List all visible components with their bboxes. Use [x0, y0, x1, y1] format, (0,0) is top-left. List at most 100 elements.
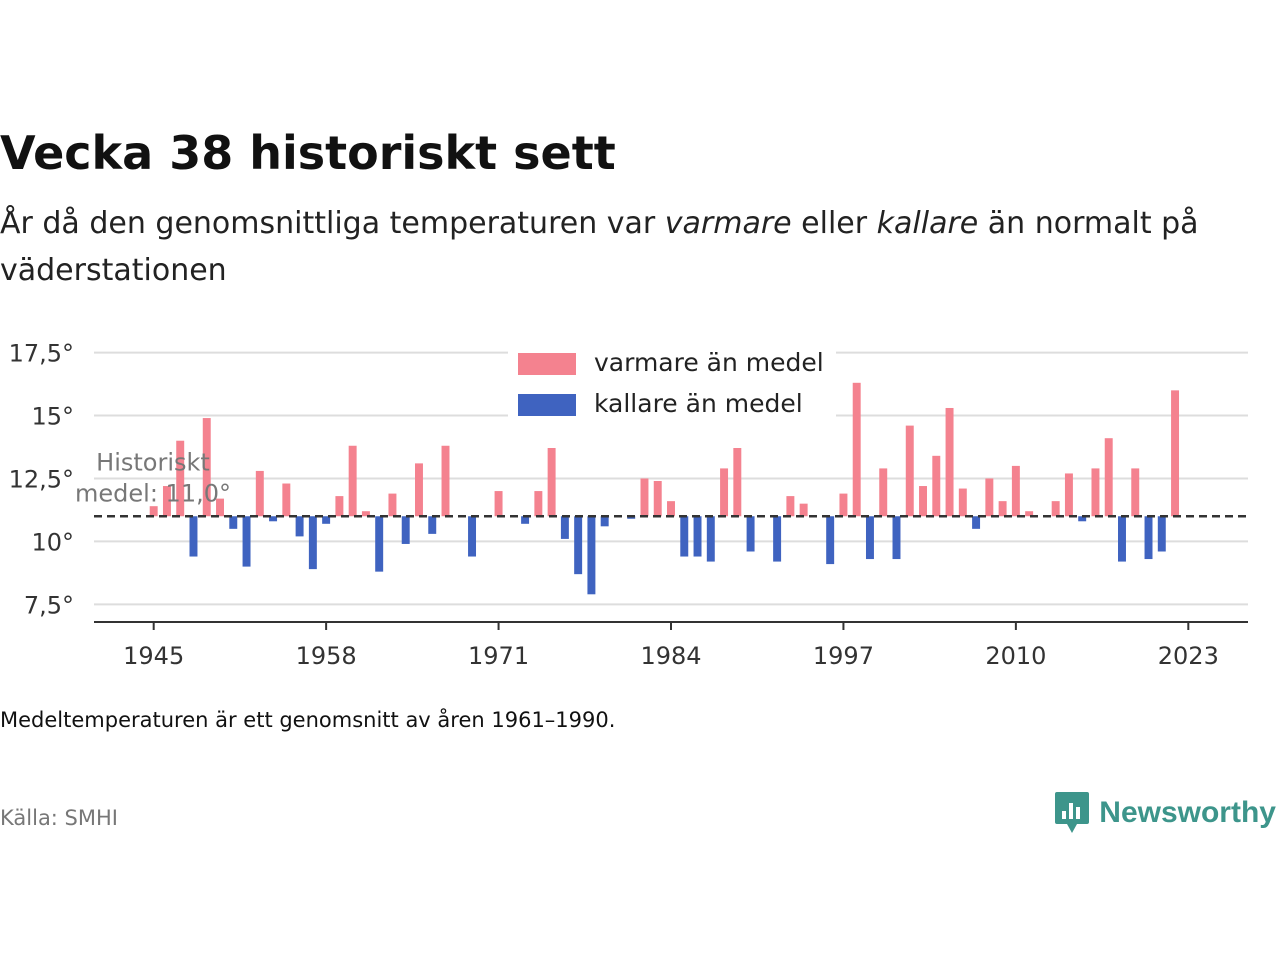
- bar-cold: [1078, 516, 1087, 522]
- axis-layer: 7,5° 10° 12,5° 15° 17,5° 1945 1958 1971 1984 1997…: [9, 340, 1248, 670]
- bar-cold: [401, 516, 410, 544]
- y-tick-label: 10°: [31, 528, 74, 556]
- bar-cold: [892, 516, 901, 560]
- bar-cold: [865, 516, 874, 560]
- bar-cold: [560, 516, 569, 539]
- y-tick-label: 15°: [31, 403, 74, 431]
- bar-warm: [733, 445, 742, 517]
- x-tick-label: 1971: [468, 642, 529, 670]
- bar-warm: [282, 483, 291, 517]
- bar-warm: [202, 418, 211, 517]
- brand-logo: Newsworthy: [1053, 790, 1276, 836]
- bar-cold: [295, 516, 304, 537]
- bar-warm: [388, 493, 397, 517]
- bar-warm: [852, 382, 861, 517]
- x-tick-label: 1945: [123, 642, 184, 670]
- bar-warm: [547, 435, 556, 517]
- chart-subtitle: År då den genomsnittliga temperaturen va…: [0, 200, 1230, 294]
- bars-layer: [149, 382, 1180, 595]
- bar-warm: [998, 501, 1007, 517]
- bar-cold: [706, 516, 715, 562]
- subtitle-part1: År då den genomsnittliga temperaturen va…: [0, 206, 665, 241]
- subtitle-part2: eller: [791, 206, 877, 241]
- bar-warm: [932, 455, 941, 517]
- temperature-bar-chart: Historiskt medel: 11,0° 7,5° 10° 12,5° 15° 17…: [9, 340, 1248, 670]
- bar-warm: [799, 503, 808, 517]
- legend-swatch-cold: [518, 394, 576, 416]
- legend: varmare än medel kallare än medel: [508, 348, 836, 448]
- bar-cold: [229, 516, 238, 529]
- bar-warm: [919, 486, 928, 517]
- bar-cold: [693, 516, 702, 557]
- x-tick-label: 1997: [813, 642, 874, 670]
- chart-title: Vecka 38 historiskt sett: [0, 126, 616, 180]
- bar-cold: [308, 516, 317, 570]
- bar-cold: [680, 516, 689, 557]
- baseline-value-label: medel: 11,0°: [75, 479, 231, 507]
- bar-cold: [826, 516, 835, 565]
- bar-cold: [189, 516, 198, 557]
- bar-warm: [216, 498, 224, 517]
- x-tick-label: 2023: [1158, 642, 1219, 670]
- subtitle-part3: än normalt på väderstationen: [0, 206, 1199, 288]
- bar-cold: [1144, 516, 1153, 560]
- bar-warm: [879, 468, 888, 517]
- bar-warm: [441, 445, 450, 517]
- bar-warm: [1025, 511, 1034, 517]
- bar-cold: [242, 516, 251, 567]
- bar-cold: [587, 516, 596, 595]
- bar-warm: [149, 506, 158, 517]
- bar-warm: [1064, 473, 1073, 517]
- bar-warm: [1171, 390, 1180, 517]
- bar-warm: [653, 481, 662, 517]
- subtitle-warm-word: varmare: [664, 206, 792, 241]
- x-tick-label: 1984: [640, 642, 701, 670]
- bar-warm: [1104, 438, 1113, 517]
- bar-warm: [414, 463, 423, 517]
- legend-label-warm: varmare än medel: [594, 348, 824, 377]
- bar-cold: [521, 516, 530, 524]
- bar-cold: [773, 516, 782, 562]
- source-label: Källa: SMHI: [0, 806, 118, 830]
- bar-warm: [255, 470, 264, 517]
- bar-warm: [839, 493, 848, 517]
- bar-cold: [574, 516, 583, 575]
- bar-warm: [1051, 501, 1060, 517]
- bar-warm: [162, 486, 171, 517]
- bar-cold: [972, 516, 981, 529]
- newsworthy-logo-icon: [1055, 792, 1090, 833]
- bar-warm: [786, 496, 795, 517]
- bar-cold: [468, 516, 477, 557]
- y-tick-label: 12,5°: [9, 465, 74, 493]
- bar-warm: [945, 407, 954, 517]
- bar-warm: [1011, 465, 1020, 517]
- x-tick-label: 1958: [296, 642, 357, 670]
- bar-cold: [375, 516, 384, 572]
- baseline-label: Historiskt: [96, 448, 210, 476]
- bar-warm: [958, 488, 967, 517]
- bar-warm: [361, 511, 370, 517]
- bar-warm: [905, 425, 914, 517]
- baseline-layer: Historiskt medel: 11,0°: [75, 448, 1248, 518]
- bar-warm: [985, 478, 994, 517]
- bar-warm: [1131, 468, 1140, 517]
- bar-warm: [534, 491, 543, 517]
- bar-warm: [335, 496, 344, 517]
- legend-label-cold: kallare än medel: [594, 389, 803, 418]
- bar-warm: [640, 478, 649, 517]
- subtitle-cold-word: kallare: [876, 206, 979, 241]
- y-tick-label: 7,5°: [24, 591, 74, 619]
- grid-layer: [94, 351, 1248, 606]
- legend-swatch-warm: [518, 353, 576, 375]
- bar-warm: [667, 501, 675, 517]
- y-tick-label: 17,5°: [9, 340, 74, 368]
- bar-cold: [1118, 516, 1126, 562]
- bar-cold: [746, 516, 755, 552]
- bar-cold: [627, 516, 636, 519]
- bar-warm: [176, 440, 185, 517]
- x-tick-label: 2010: [985, 642, 1046, 670]
- bar-cold: [1157, 516, 1166, 552]
- bar-warm: [720, 468, 729, 517]
- footnote: Medeltemperaturen är ett genomsnitt av å…: [0, 708, 616, 732]
- brand-name: Newsworthy: [1099, 796, 1276, 829]
